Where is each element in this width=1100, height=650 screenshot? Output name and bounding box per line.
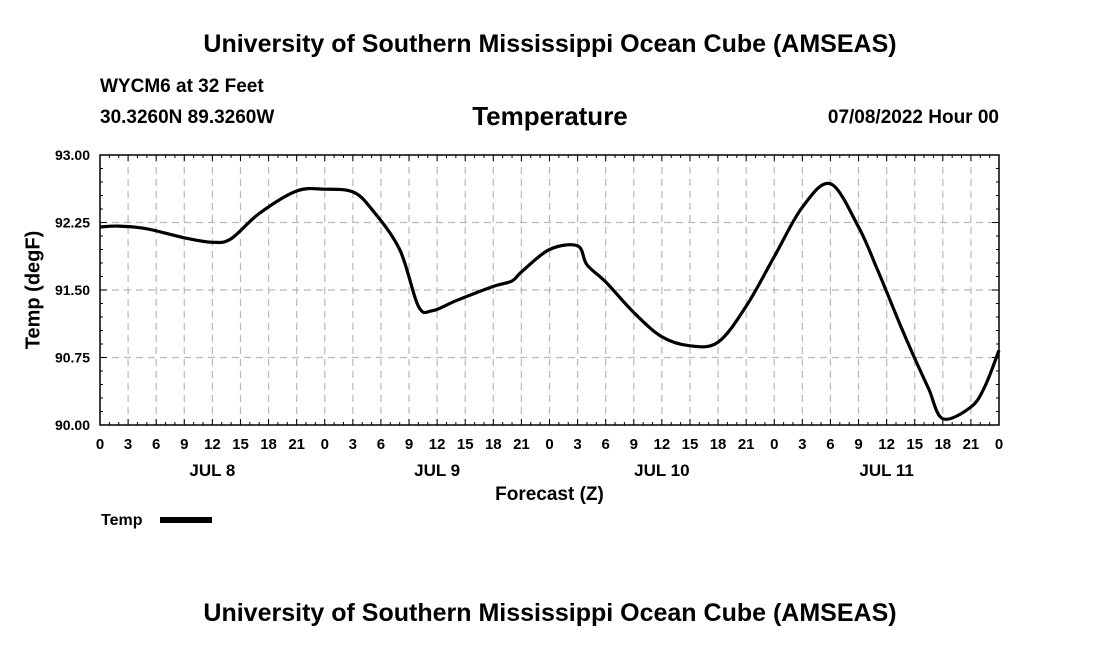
x-axis-label: Forecast (Z) bbox=[495, 484, 604, 505]
series-line-temp bbox=[99, 181, 1001, 421]
date-label: JUL 11 bbox=[859, 461, 914, 480]
x-tick-label: 0 bbox=[96, 436, 104, 453]
date-label: JUL 8 bbox=[189, 461, 235, 480]
x-tick-label: 6 bbox=[377, 436, 385, 453]
x-tick-label: 15 bbox=[906, 436, 923, 453]
x-tick-label: 0 bbox=[770, 436, 778, 453]
y-tick-label: 90.00 bbox=[55, 417, 90, 433]
x-tick-label: 9 bbox=[630, 436, 638, 453]
x-tick-label: 18 bbox=[710, 436, 727, 453]
x-tick-label: 18 bbox=[260, 436, 277, 453]
x-tick-label: 0 bbox=[321, 436, 329, 453]
x-tick-label: 15 bbox=[232, 436, 249, 453]
x-tick-label: 21 bbox=[963, 436, 980, 453]
x-tick-label: 0 bbox=[545, 436, 553, 453]
x-tick-label: 3 bbox=[349, 436, 357, 453]
date-label: JUL 10 bbox=[634, 461, 689, 480]
x-tick-label: 3 bbox=[124, 436, 132, 453]
legend-label-temp: Temp bbox=[101, 512, 143, 529]
x-tick-label: 21 bbox=[513, 436, 530, 453]
x-tick-label: 21 bbox=[738, 436, 755, 453]
y-tick-label: 90.75 bbox=[55, 350, 90, 366]
grid-lines bbox=[100, 155, 999, 425]
date-label: JUL 9 bbox=[414, 461, 460, 480]
station-coordinates: 30.3260N 89.3260W bbox=[100, 107, 275, 128]
x-tick-label: 12 bbox=[654, 436, 671, 453]
x-tick-label: 9 bbox=[180, 436, 188, 453]
series-layer bbox=[99, 181, 1001, 421]
y-tick-label: 93.00 bbox=[55, 147, 90, 163]
page-title: University of Southern Mississippi Ocean… bbox=[203, 30, 897, 58]
footer-title: University of Southern Mississippi Ocean… bbox=[203, 599, 897, 627]
x-tick-label: 6 bbox=[602, 436, 610, 453]
x-tick-label: 6 bbox=[152, 436, 160, 453]
x-tick-label: 3 bbox=[798, 436, 806, 453]
x-tick-label: 15 bbox=[457, 436, 474, 453]
x-tick-label: 12 bbox=[204, 436, 221, 453]
y-tick-label: 91.50 bbox=[55, 282, 90, 298]
x-tick-label: 9 bbox=[405, 436, 413, 453]
x-tick-label: 12 bbox=[429, 436, 446, 453]
x-tick-label: 0 bbox=[995, 436, 1003, 453]
y-tick-label: 92.25 bbox=[55, 215, 90, 231]
x-tick-label: 18 bbox=[934, 436, 951, 453]
y-axis-label: Temp (degF) bbox=[22, 231, 44, 350]
x-tick-label: 3 bbox=[573, 436, 581, 453]
x-tick-label: 21 bbox=[288, 436, 305, 453]
legend: Temp bbox=[101, 512, 212, 529]
x-tick-label: 12 bbox=[878, 436, 895, 453]
x-tick-label: 6 bbox=[826, 436, 834, 453]
forecast-datetime: 07/08/2022 Hour 00 bbox=[827, 107, 999, 128]
x-tick-label: 18 bbox=[485, 436, 502, 453]
x-tick-label: 9 bbox=[854, 436, 862, 453]
x-tick-label: 15 bbox=[682, 436, 699, 453]
chart-title: Temperature bbox=[472, 101, 628, 131]
axis-ticks: 0 3 6 9 12 15 18 21 0 3 6 9 12 15 18 21 0 3 6 9 12 15 18 21 0 3 6 9… bbox=[55, 147, 1003, 480]
station-label: WYCM6 at 32 Feet bbox=[100, 76, 264, 97]
